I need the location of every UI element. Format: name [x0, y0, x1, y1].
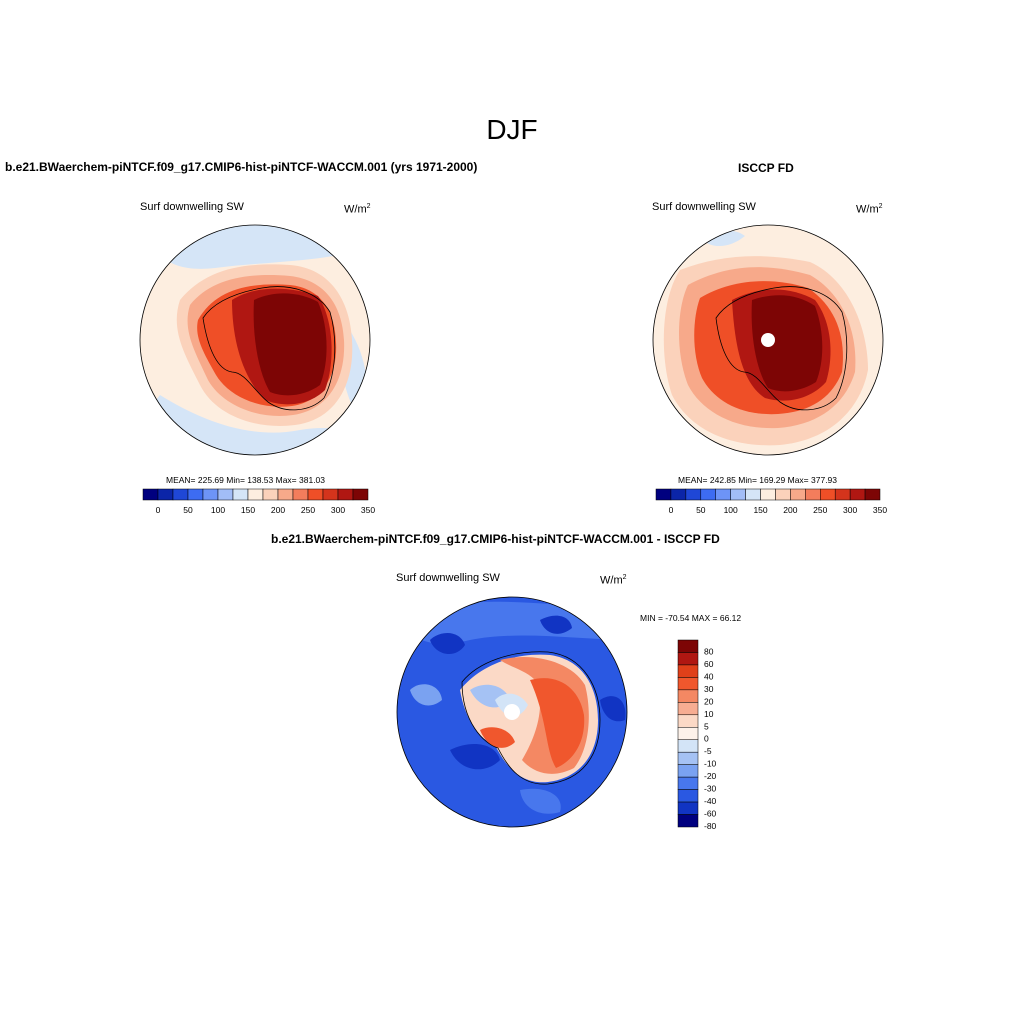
diff-colorbar-tick: -20 — [704, 771, 717, 781]
diff-colorbar-tick: -40 — [704, 796, 717, 806]
diff-map-border — [396, 596, 628, 828]
obs-colorbar-tick: 250 — [813, 505, 827, 515]
model-stats: MEAN= 225.69 Min= 138.53 Max= 381.03 — [166, 475, 326, 485]
model-colorbar-swatch — [352, 488, 369, 501]
model-colorbar-tick: 350 — [361, 505, 375, 515]
model-polar-map — [140, 225, 370, 455]
diff-colorbar-tick: 30 — [704, 684, 714, 694]
model-colorbar-swatch — [142, 488, 159, 501]
obs-colorbar: 0 50 100 150 200 250 300 350 — [655, 488, 887, 515]
model-colorbar: 0 50 100 150 200 250 300 350 — [142, 488, 375, 515]
model-colorbar-swatch — [172, 488, 189, 501]
obs-colorbar-swatch — [834, 488, 851, 501]
diff-colorbar-tick: 5 — [704, 721, 709, 731]
model-colorbar-tick: 0 — [156, 505, 161, 515]
model-map-border — [139, 224, 371, 456]
obs-colorbar-tick: 150 — [753, 505, 767, 515]
obs-panel-header: ISCCP FD — [738, 161, 794, 175]
model-panel-header: b.e21.BWaerchem-piNTCF.f09_g17.CMIP6-his… — [5, 160, 478, 174]
model-colorbar-tick: 150 — [241, 505, 255, 515]
diff-colorbar-tick: -10 — [704, 759, 717, 769]
diff-colorbar-swatch — [677, 727, 699, 740]
diff-stats: MIN = -70.54 MAX = 66.12 — [640, 613, 742, 623]
diff-colorbar-swatch — [677, 689, 699, 703]
model-colorbar-tick: 200 — [271, 505, 285, 515]
model-colorbar-swatch — [277, 488, 294, 501]
obs-colorbar-swatch — [700, 488, 716, 501]
diff-colorbar-swatch — [677, 801, 699, 815]
obs-colorbar-swatch — [820, 488, 836, 501]
model-units-label: W/m2 — [344, 203, 371, 216]
model-variable-label: Surf downwelling SW — [140, 201, 244, 213]
obs-colorbar-tick: 100 — [724, 505, 738, 515]
model-colorbar-tick: 250 — [301, 505, 315, 515]
model-colorbar-swatch — [292, 488, 309, 501]
model-colorbar-swatch — [337, 488, 354, 501]
obs-colorbar-tick: 200 — [783, 505, 797, 515]
diff-units-label: W/m2 — [600, 574, 627, 587]
model-colorbar-swatch — [157, 488, 174, 501]
obs-variable-label: Surf downwelling SW — [652, 201, 756, 213]
model-colorbar-swatch — [232, 488, 249, 501]
model-colorbar-swatch — [322, 488, 339, 501]
model-colorbar-swatch — [262, 488, 279, 501]
diff-colorbar-tick: -80 — [704, 821, 717, 831]
diff-colorbar-tick: 80 — [704, 646, 714, 656]
diff-colorbar-swatch — [677, 652, 699, 666]
diff-colorbar-swatch — [677, 677, 699, 691]
diff-polar-map — [397, 597, 627, 827]
diff-colorbar-tick: 0 — [704, 734, 709, 744]
diff-colorbar-tick: 10 — [704, 709, 714, 719]
diff-colorbar-tick: -5 — [704, 746, 712, 756]
obs-colorbar-swatch — [685, 488, 702, 501]
diff-colorbar-swatch — [677, 789, 699, 803]
diff-colorbar-swatch — [677, 664, 699, 678]
model-colorbar-tick: 100 — [211, 505, 225, 515]
obs-colorbar-swatch — [775, 488, 791, 501]
model-colorbar-swatch — [217, 488, 234, 501]
diff-colorbar-tick: 60 — [704, 659, 714, 669]
diff-colorbar-tick: -60 — [704, 809, 717, 819]
obs-colorbar-tick: 350 — [873, 505, 887, 515]
obs-colorbar-swatch — [670, 488, 687, 501]
obs-polar-map — [653, 225, 883, 455]
figure-title: DJF — [486, 114, 538, 145]
diff-panel-header: b.e21.BWaerchem-piNTCF.f09_g17.CMIP6-his… — [271, 532, 720, 546]
obs-colorbar-swatch — [790, 488, 806, 501]
model-colorbar-swatch — [247, 488, 264, 501]
model-colorbar-swatch — [202, 488, 219, 501]
diff-colorbar-tick: 20 — [704, 696, 714, 706]
obs-colorbar-swatch — [849, 488, 866, 501]
obs-colorbar-swatch — [805, 488, 821, 501]
diff-colorbar-tick: 40 — [704, 671, 714, 681]
diff-variable-label: Surf downwelling SW — [396, 572, 500, 584]
obs-colorbar-tick: 50 — [696, 505, 706, 515]
obs-stats: MEAN= 242.85 Min= 169.29 Max= 377.93 — [678, 475, 838, 485]
obs-colorbar-swatch — [730, 488, 746, 501]
obs-map-border — [652, 224, 884, 456]
diff-colorbar-swatch — [677, 764, 699, 778]
diff-colorbar-swatch — [677, 702, 699, 716]
diff-colorbar: 80 60 40 30 20 10 5 0 -5 -10 -20 -30 -40 -60 -80 — [677, 639, 717, 831]
obs-colorbar-swatch — [715, 488, 731, 501]
model-colorbar-tick: 300 — [331, 505, 345, 515]
model-colorbar-swatch — [307, 488, 324, 501]
obs-colorbar-tick: 0 — [669, 505, 674, 515]
diff-colorbar-swatch — [677, 714, 699, 728]
obs-colorbar-tick: 300 — [843, 505, 857, 515]
diff-colorbar-swatch — [677, 776, 699, 790]
diff-colorbar-tick: -30 — [704, 784, 717, 794]
model-colorbar-swatch — [187, 488, 204, 501]
obs-colorbar-swatch — [864, 488, 881, 501]
model-colorbar-tick: 50 — [183, 505, 193, 515]
obs-units-label: W/m2 — [856, 203, 883, 216]
diff-colorbar-swatch — [677, 739, 699, 753]
obs-colorbar-swatch — [655, 488, 672, 501]
obs-colorbar-swatch — [745, 488, 761, 501]
diff-colorbar-swatch — [677, 639, 699, 653]
diff-colorbar-swatch — [677, 814, 699, 828]
diff-colorbar-swatch — [677, 751, 699, 765]
obs-colorbar-swatch — [760, 488, 776, 501]
